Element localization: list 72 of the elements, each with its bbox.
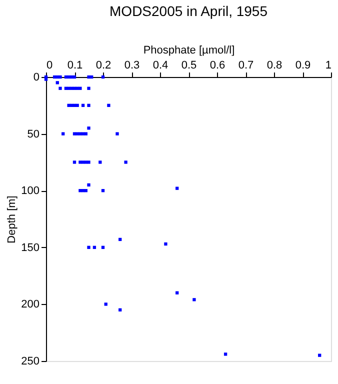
- y-axis-title: Depth [m]: [6, 196, 18, 244]
- point: [70, 86, 74, 90]
- point: [87, 75, 90, 79]
- point: [56, 81, 59, 84]
- point: [224, 352, 228, 356]
- point: [72, 104, 76, 107]
- point: [104, 302, 108, 306]
- y-tick-label: 100: [21, 185, 40, 198]
- x-tick-label: 0.9: [295, 60, 311, 72]
- point: [124, 160, 128, 164]
- x-tick-label: 0.8: [266, 60, 282, 72]
- point: [76, 104, 79, 107]
- point: [78, 189, 82, 192]
- point: [101, 189, 105, 192]
- point: [52, 75, 56, 79]
- point: [101, 75, 105, 79]
- point: [84, 189, 88, 192]
- x-tick-label: 0.7: [238, 60, 254, 72]
- point: [116, 132, 119, 136]
- point: [67, 104, 70, 107]
- point: [87, 160, 90, 164]
- point: [78, 160, 82, 164]
- x-tick-label: 0.6: [210, 60, 226, 72]
- x-tick-label: 0.3: [124, 60, 140, 72]
- point: [92, 246, 96, 249]
- point: [318, 354, 322, 357]
- point: [72, 132, 76, 136]
- point: [118, 308, 122, 312]
- point: [78, 132, 82, 136]
- point: [58, 75, 62, 79]
- point: [98, 160, 102, 164]
- x-tick-label: 0.4: [152, 60, 168, 72]
- point: [84, 132, 88, 136]
- point: [81, 160, 85, 164]
- x-tick-label: 0.5: [181, 60, 197, 72]
- x-tick-label: 1: [325, 60, 332, 72]
- x-tick-label: 0.2: [96, 60, 112, 72]
- point: [81, 104, 85, 107]
- point: [107, 104, 110, 107]
- chart-title: MODS2005 in April, 1955: [110, 3, 268, 19]
- point: [101, 246, 105, 249]
- x-axis-title: Phosphate [µmol/l]: [143, 44, 235, 56]
- point: [81, 189, 85, 192]
- point: [176, 186, 179, 190]
- point: [78, 86, 82, 90]
- y-tick-label: 150: [21, 242, 40, 254]
- point: [87, 183, 90, 186]
- point: [62, 132, 65, 136]
- point: [72, 75, 76, 79]
- point: [72, 160, 76, 164]
- point: [176, 291, 179, 294]
- point: [87, 246, 90, 249]
- point: [67, 86, 70, 90]
- y-tick-label: 250: [21, 356, 40, 368]
- y-tick-label: 0: [33, 72, 40, 84]
- point: [87, 86, 90, 90]
- y-tick-label: 50: [27, 128, 40, 140]
- x-tick-label: 0: [46, 60, 53, 72]
- point: [87, 104, 90, 107]
- point: [81, 132, 85, 136]
- point: [192, 298, 196, 302]
- point: [70, 104, 74, 107]
- point: [72, 86, 76, 90]
- point: [70, 75, 74, 79]
- point: [87, 126, 90, 130]
- point: [90, 75, 94, 79]
- point: [118, 238, 122, 242]
- point: [58, 86, 62, 90]
- point: [44, 78, 48, 81]
- point: [164, 242, 168, 246]
- x-tick-label: 0.1: [67, 60, 83, 72]
- y-tick-label: 200: [21, 298, 40, 311]
